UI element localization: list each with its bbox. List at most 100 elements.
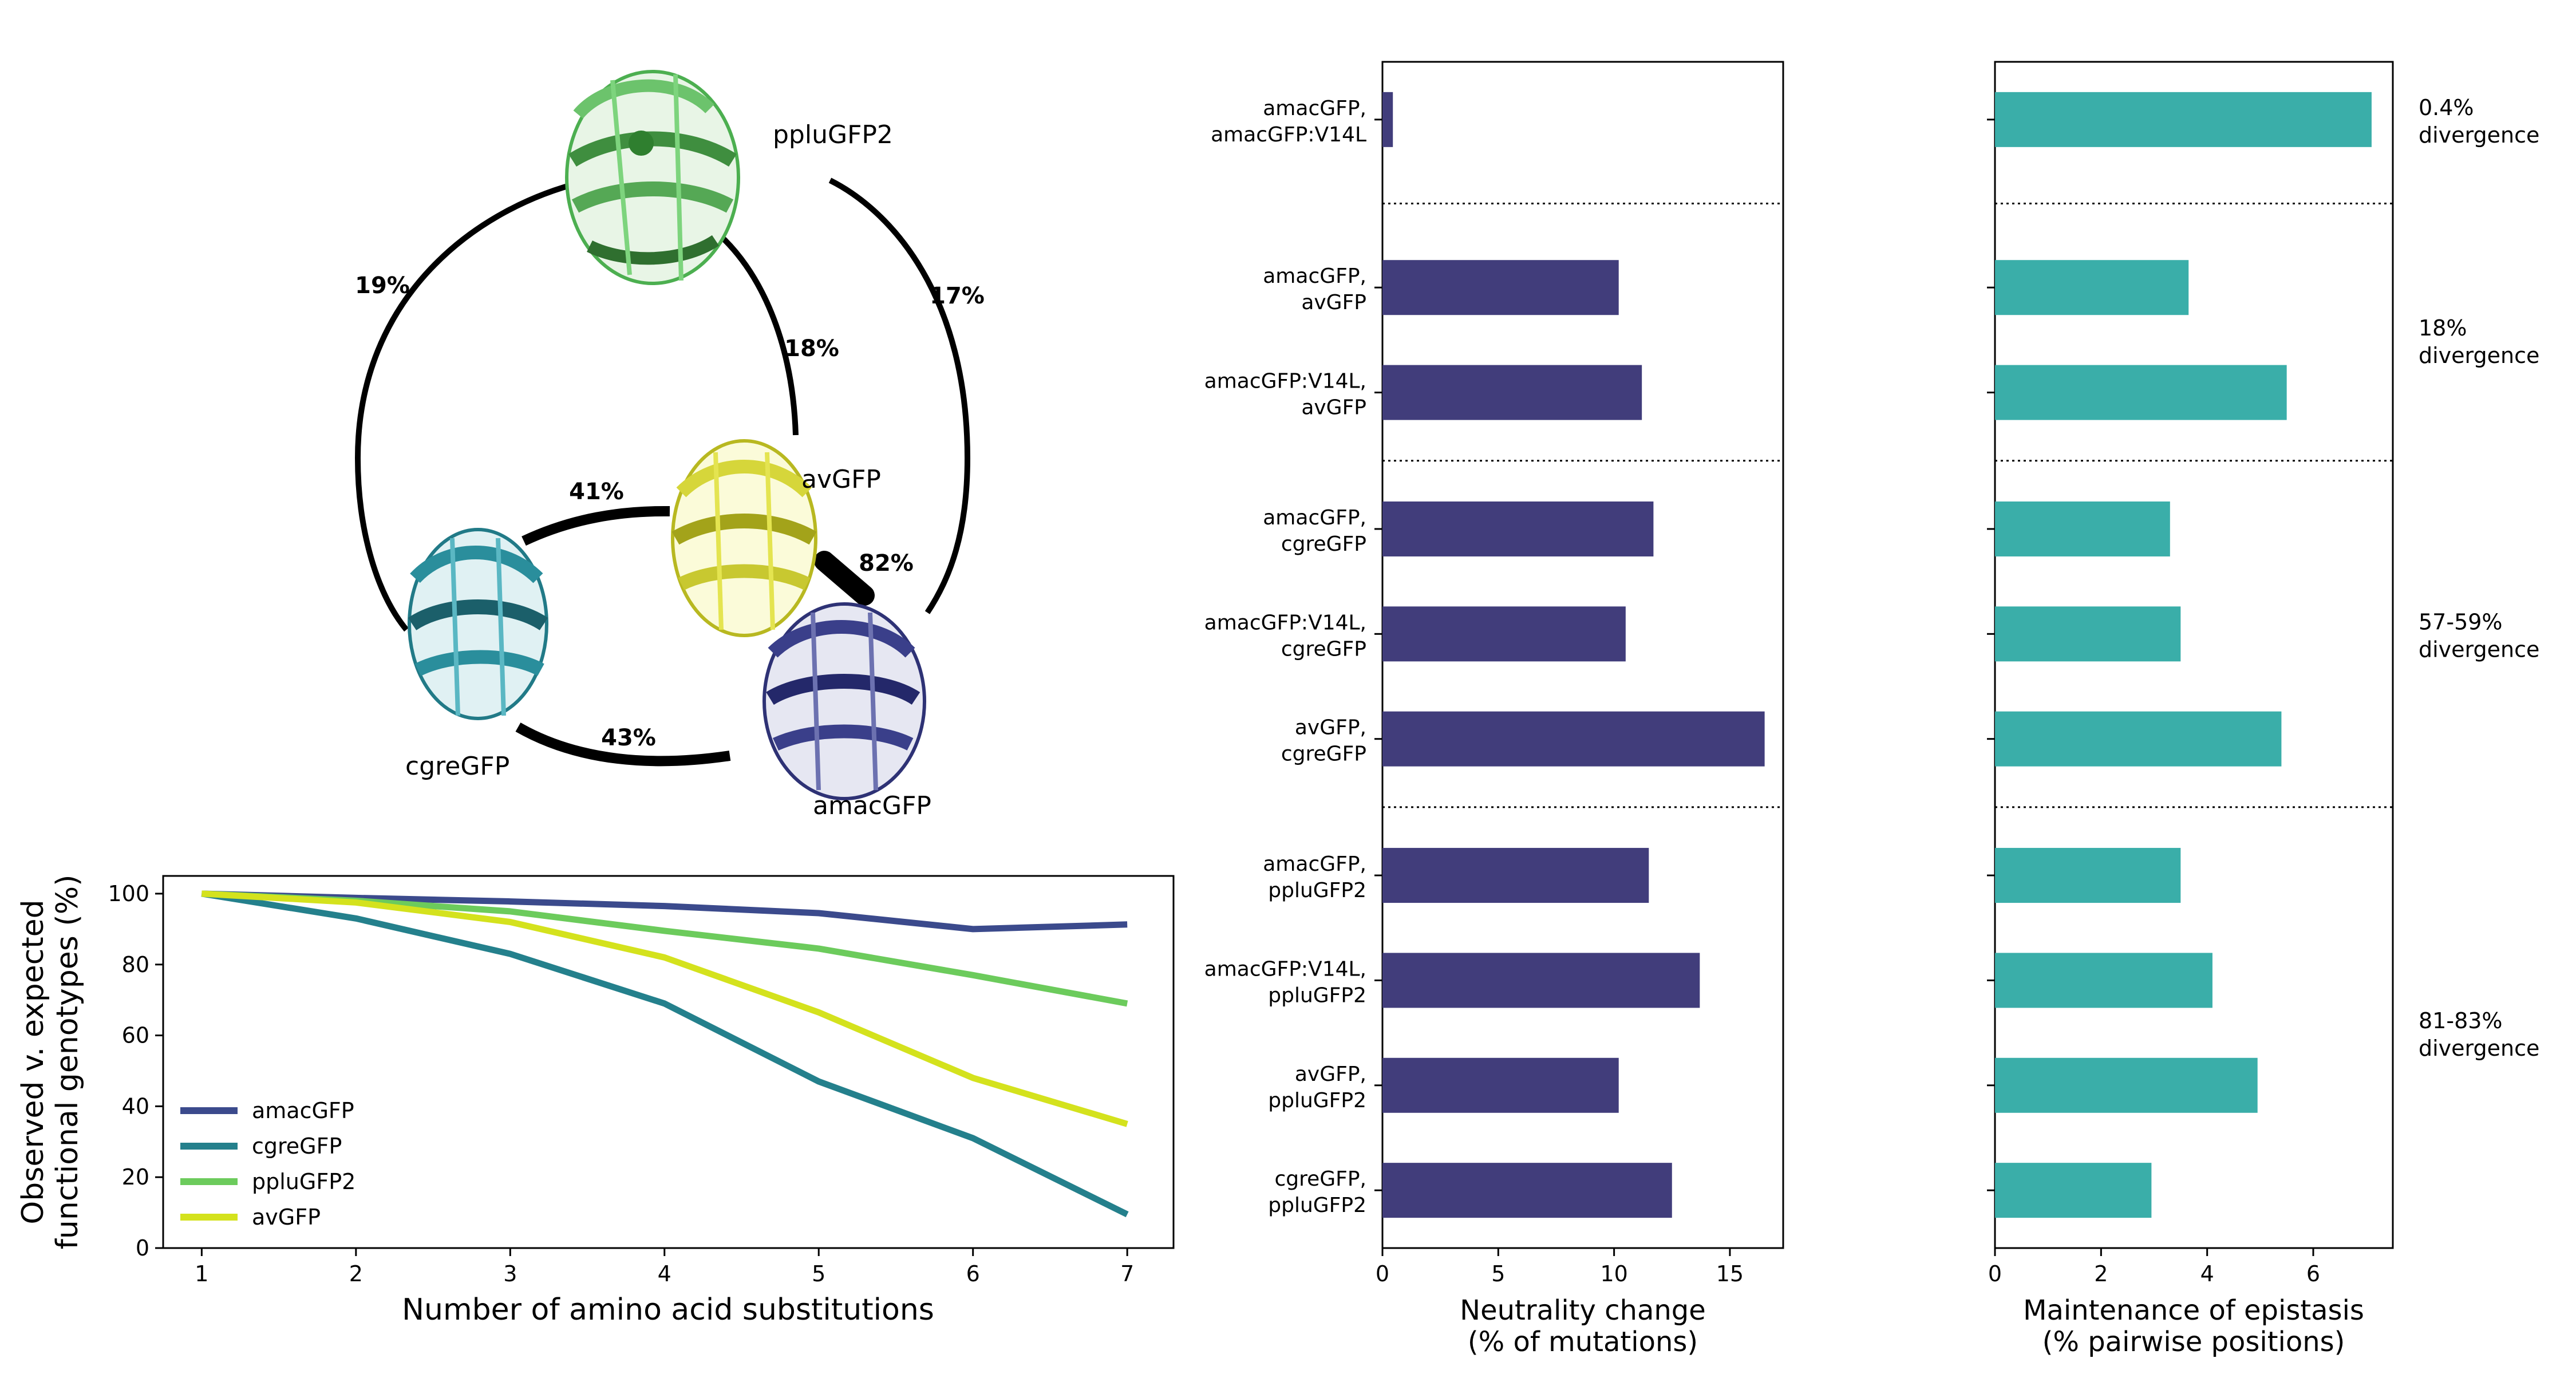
protein-label-avGFP: avGFP [801,465,881,494]
legend-label-cgreGFP: cgreGFP [252,1134,342,1159]
arc-av-amac [814,551,875,606]
y-tick-label-100: 100 [108,881,149,906]
series-line-avGFP [202,890,1128,1127]
group-label-1-line2: divergence [2419,343,2539,368]
category-label-0-line1: amacGFP, [1263,97,1366,120]
divergence-label-av-cgre: 41% [569,479,624,505]
protein-divergence-diagram: 19% 17% 18% 41% 82% 43% ppluGFP2 avGFP [354,70,985,820]
avGFP-structure [671,439,817,637]
group-label-0-line1: 0.4% [2419,95,2474,120]
category-label-1-line1: amacGFP, [1263,264,1366,288]
x-tick-label-5: 5 [812,1261,825,1286]
bar-9 [1382,1163,1672,1218]
protein-label-ppluGFP2: ppluGFP2 [773,120,893,149]
category-label-9-line2: ppluGFP2 [1268,1194,1366,1217]
series-line-cgreGFP [201,890,1129,1218]
category-label-8-line2: ppluGFP2 [1268,1089,1366,1112]
category-label-2-line1: amacGFP:V14L, [1204,370,1366,393]
epistasis-xlabel-line2: (% pairwise positions) [2042,1326,2345,1358]
line-chart-legend: amacGFP cgreGFP ppluGFP2 avGFP [180,1098,355,1230]
bar-5 [1382,711,1765,767]
bar-5 [1995,711,2282,767]
bar-3 [1382,501,1654,556]
divergence-label-pplu-av: 18% [784,335,839,362]
category-label-9-line1: cgreGFP, [1274,1167,1366,1191]
x-tick-label-2: 2 [2094,1261,2108,1286]
category-label-1-line2: avGFP [1301,291,1366,314]
divergence-label-av-amac: 82% [859,550,914,577]
category-label-6-line1: amacGFP, [1263,852,1366,876]
group-label-3-line2: divergence [2419,1036,2539,1061]
bar-0 [1995,92,2372,147]
x-tick-label-5: 5 [1491,1261,1505,1286]
bar-8 [1995,1057,2258,1113]
arc-pplu-amac [828,177,971,614]
bar-6 [1382,848,1649,903]
line-chart-xlabel: Number of amino acid substitutions [402,1293,934,1327]
line-chart-frame [162,875,1175,1249]
category-label-7-line1: amacGFP:V14L, [1204,957,1366,981]
bar-7 [1995,953,2212,1008]
category-label-0-line2: amacGFP:V14L [1211,123,1366,147]
epistasis-xlabel-line1: Maintenance of epistasis [2023,1294,2364,1326]
neutrality-xlabel-line2: (% of mutations) [1468,1326,1698,1358]
bar-1 [1382,260,1619,315]
category-label-6-line2: ppluGFP2 [1268,879,1366,902]
x-tick-label-1: 1 [195,1261,208,1286]
bar-7 [1382,953,1700,1008]
line-chart-functional-genotypes: 1 2 3 4 5 6 7 0 20 40 60 80 100 Number of amino acid… [16,875,1175,1327]
amacGFP-structure [762,602,926,800]
bar-4 [1382,606,1626,662]
line-chart-ylabel-line1: Observed v. expected [16,899,50,1224]
category-label-7-line2: ppluGFP2 [1268,984,1366,1007]
group-label-3-line1: 81-83% [2419,1008,2503,1033]
cgreGFP-structure [408,528,548,720]
x-tick-label-3: 3 [503,1261,517,1286]
category-label-8-line1: avGFP, [1295,1063,1366,1086]
category-label-3-line2: cgreGFP [1281,532,1366,556]
group-label-1-line1: 18% [2419,315,2467,341]
x-tick-label-0: 0 [1376,1261,1389,1286]
legend-label-amacGFP: amacGFP [252,1098,354,1123]
arc-pplu-av [710,227,799,436]
category-label-4-line2: cgreGFP [1281,637,1366,661]
bar-0 [1382,92,1393,147]
ppluGFP2-structure [565,70,740,285]
divergence-label-pplu-cgre: 19% [355,273,410,299]
divergence-label-pplu-amac: 17% [930,283,985,309]
y-tick-label-80: 80 [122,952,149,977]
line-chart-ylabel-line2: functional genotypes (%) [50,875,85,1250]
y-tick-label-40: 40 [122,1093,149,1119]
category-label-4-line1: amacGFP:V14L, [1204,611,1366,634]
bar-2 [1382,365,1642,420]
bar-8 [1382,1057,1619,1113]
neutrality-xlabel-line1: Neutrality change [1460,1294,1706,1326]
x-tick-label-6: 6 [2306,1261,2320,1286]
bar-4 [1995,606,2181,662]
x-tick-label-2: 2 [349,1261,363,1286]
group-label-2-line2: divergence [2419,637,2539,662]
x-tick-label-15: 15 [1716,1261,1744,1286]
arc-pplu-cgre [354,177,591,632]
group-label-2-line1: 57-59% [2419,609,2503,634]
category-label-2-line2: avGFP [1301,396,1366,420]
category-label-5-line1: avGFP, [1295,716,1366,740]
y-tick-label-0: 0 [136,1235,149,1261]
y-tick-label-20: 20 [122,1164,149,1190]
protein-label-cgreGFP: cgreGFP [405,752,509,781]
bar-chart-neutrality-change: 0 5 10 15 amacGFP, amacGFP:V14L amacGFP, avGFP… [1204,61,1784,1358]
arc-cgre-amac [515,722,731,767]
x-tick-label-7: 7 [1120,1261,1134,1286]
bar-2 [1995,365,2287,420]
x-tick-label-0: 0 [1988,1261,2002,1286]
y-tick-label-60: 60 [122,1023,149,1048]
bar-1 [1995,260,2189,315]
bar-6 [1995,848,2181,903]
x-tick-label-10: 10 [1600,1261,1627,1286]
group-label-0-line2: divergence [2419,123,2539,148]
arc-av-cgre [521,506,670,546]
x-tick-label-4: 4 [658,1261,671,1286]
protein-label-amacGFP: amacGFP [813,791,931,820]
category-label-5-line2: cgreGFP [1281,743,1366,766]
